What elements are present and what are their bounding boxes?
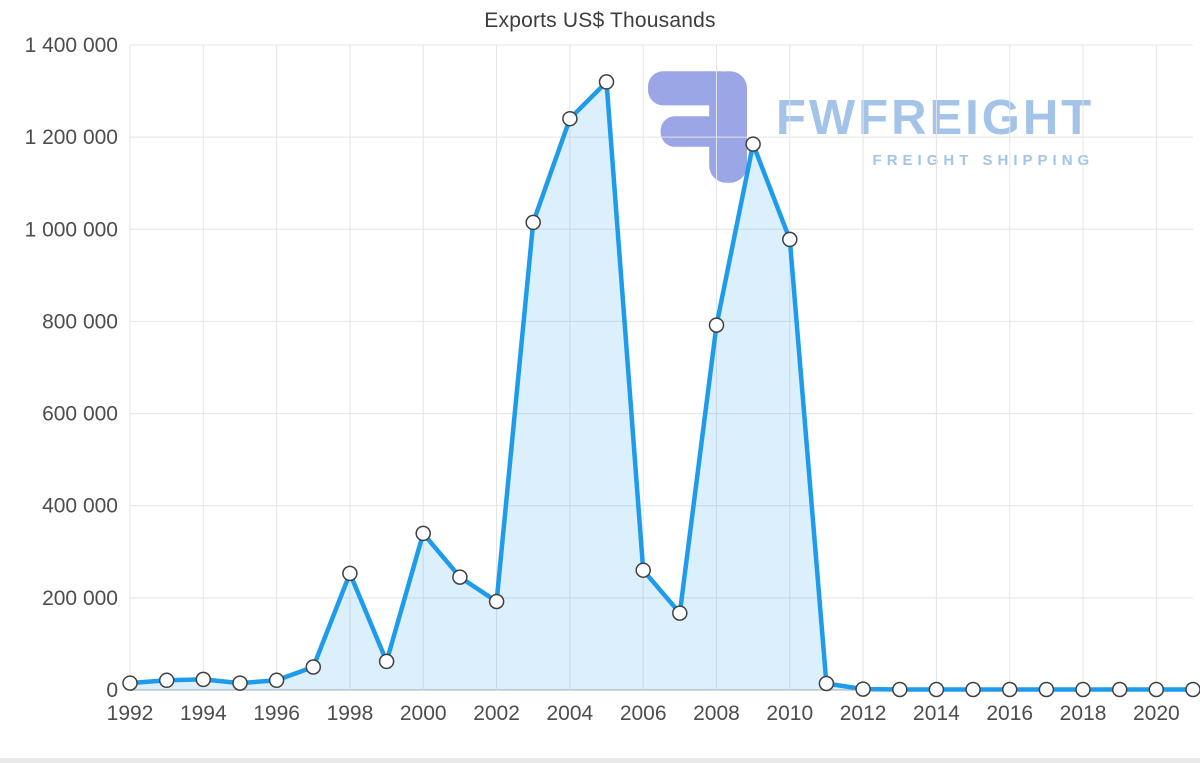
x-axis-label: 2002: [473, 702, 520, 725]
x-axis-label: 2018: [1060, 702, 1107, 725]
x-axis-label: 1992: [107, 702, 154, 725]
data-point: [232, 675, 248, 691]
data-point: [305, 659, 322, 675]
data-point: [268, 672, 285, 689]
y-axis-label: 1 000 000: [25, 218, 118, 241]
y-axis-label: 1 200 000: [25, 126, 118, 149]
data-point: [195, 671, 212, 688]
x-axis-label: 2000: [400, 702, 447, 725]
x-axis-label: 2014: [913, 702, 960, 725]
data-point: [598, 74, 615, 90]
y-axis-label: 200 000: [42, 587, 118, 610]
data-point: [452, 569, 468, 585]
x-axis-label: 2020: [1133, 702, 1180, 725]
y-axis-label: 400 000: [42, 495, 118, 518]
data-point: [782, 231, 798, 248]
data-point: [928, 681, 945, 698]
data-point: [122, 675, 138, 691]
data-point: [965, 681, 981, 698]
data-point: [745, 136, 761, 152]
data-point: [415, 525, 431, 542]
data-point: [525, 214, 541, 231]
x-axis-label: 2010: [766, 702, 813, 725]
x-axis-label: 2012: [840, 702, 887, 725]
data-point: [342, 565, 358, 582]
data-point: [1075, 681, 1091, 698]
data-point: [1001, 681, 1018, 698]
data-point: [1148, 681, 1165, 698]
x-axis-label: 2004: [547, 702, 594, 725]
data-point: [818, 675, 835, 692]
data-point: [1185, 681, 1200, 698]
bottom-border: [0, 758, 1200, 763]
x-axis-label: 2008: [693, 702, 740, 725]
data-point: [855, 681, 871, 697]
y-axis-label: 800 000: [42, 310, 118, 333]
x-axis-label: 1998: [327, 702, 374, 725]
data-point: [1111, 681, 1128, 698]
x-axis-label: 2006: [620, 702, 667, 725]
data-point: [708, 317, 725, 333]
chart-title: Exports US$ Thousands: [484, 9, 716, 32]
x-axis-label: 1996: [253, 702, 300, 725]
data-point: [1038, 681, 1055, 698]
y-axis-label: 600 000: [42, 403, 118, 426]
data-point: [158, 672, 175, 689]
y-axis-label: 0: [106, 679, 118, 702]
data-point: [562, 110, 578, 127]
data-point: [378, 653, 395, 670]
area-fill: [130, 81, 1193, 690]
y-axis-label: 1 400 000: [25, 34, 118, 57]
data-point: [892, 681, 908, 698]
data-point: [672, 605, 688, 621]
data-point: [488, 593, 505, 610]
x-axis-label: 2016: [986, 702, 1033, 725]
data-point: [635, 562, 651, 578]
x-axis-label: 1994: [180, 702, 227, 725]
